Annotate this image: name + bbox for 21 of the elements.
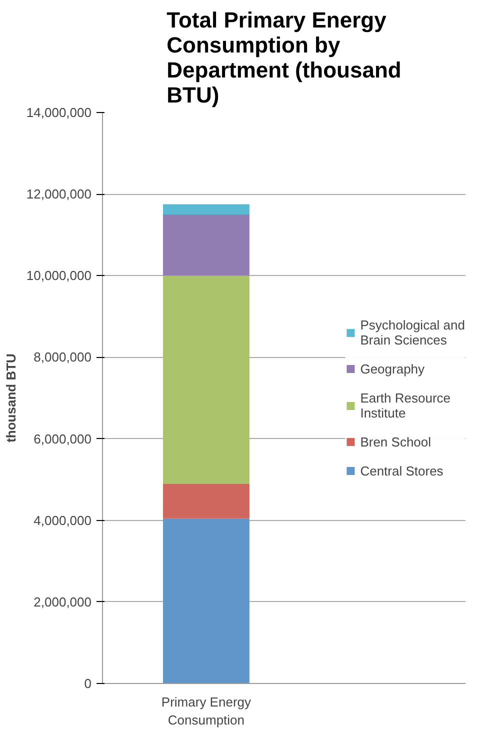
y-tick-label: 2,000,000	[34, 594, 92, 610]
y-tick-label: 12,000,000	[26, 186, 92, 202]
legend-label: Bren School	[360, 434, 432, 449]
legend-label: Earth Resource Institute	[360, 390, 451, 420]
y-axis-title: thousand BTU	[3, 354, 18, 442]
bar	[163, 518, 250, 684]
legend-label: Geography	[360, 361, 425, 376]
y-tick-label: 10,000,000	[26, 268, 92, 284]
y-tick-label: 14,000,000	[26, 105, 92, 120]
y-tick-label: 0	[84, 676, 92, 691]
bar	[163, 484, 250, 518]
legend-label: Central Stores	[360, 463, 444, 478]
bar	[163, 204, 250, 214]
y-tick-label: 6,000,000	[34, 431, 92, 446]
legend-label: Psychological and Brain Sciences	[360, 317, 465, 347]
bar	[163, 214, 250, 276]
x-tick-label: Primary Energy Consumption	[161, 694, 252, 728]
y-tick-label: 4,000,000	[34, 512, 92, 528]
chart-title: Total Primary Energy Consumption by Department (thousand BTU)	[166, 8, 402, 108]
bar	[163, 276, 250, 484]
y-tick-label: 8,000,000	[34, 350, 92, 365]
